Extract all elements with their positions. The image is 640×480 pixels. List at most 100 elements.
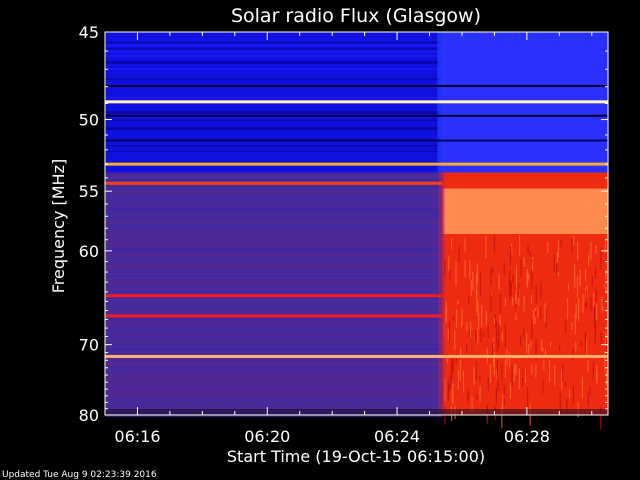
y-axis-ticks: 45 50 55 60 70 80 [79,23,608,425]
burst-texture [490,292,492,312]
burst-texture [575,341,577,352]
burst-texture [560,239,562,247]
burst-texture [586,285,588,298]
burst-texture [515,264,518,289]
burst-texture [471,329,473,351]
burst-texture [503,263,505,275]
burst-texture [595,245,597,254]
burst-texture [513,364,515,382]
burst-texture [584,269,587,282]
burst-texture [582,294,584,314]
x-axis-ticks: 06:16 06:20 06:24 06:28 [104,32,593,446]
burst-texture [576,276,579,297]
burst-texture [515,305,517,313]
burst-texture [515,307,517,321]
upper-striation [105,48,443,50]
burst-texture [503,398,505,407]
burst-texture [498,274,500,290]
burst-texture [490,292,493,298]
burst-texture [476,263,478,285]
burst-texture [450,238,453,250]
x-tick-label: 06:16 [114,427,160,446]
burst-texture [501,332,503,342]
burst-texture [480,329,482,342]
burst-texture [490,268,492,286]
burst-texture [504,359,507,378]
burst-texture [479,385,481,402]
burst-texture [458,246,460,263]
burst-texture [509,283,511,301]
burst-texture [606,340,608,355]
quiet-striation [105,265,443,268]
quiet-striation [105,208,443,211]
burst-texture [470,279,472,296]
burst-texture [605,286,607,294]
burst-texture [496,359,498,380]
burst-texture [452,358,454,371]
burst-texture [600,332,602,346]
burst-texture [579,269,581,286]
burst-texture [448,384,450,393]
burst-texture [584,332,587,344]
quiet-striation [105,366,443,368]
burst-texture [492,343,495,349]
burst-texture [509,252,512,266]
upper-striation [105,44,443,47]
burst-texture [587,392,590,407]
quiet-striation [105,348,443,350]
y-tick-label: 70 [79,336,99,355]
burst-texture [471,396,473,413]
dark-line [105,114,608,117]
quiet-striation [105,272,443,275]
quiet-striation [105,407,443,409]
bright-line [105,314,443,318]
burst-texture [504,298,507,306]
quiet-striation [105,189,443,191]
burst-texture [600,247,602,270]
burst-texture [509,269,511,286]
burst-texture [535,339,537,361]
upper-striation [105,50,443,53]
burst-texture [468,328,471,338]
upper-striation [105,96,443,99]
burst-texture [448,320,451,344]
quiet-striation [105,321,443,323]
burst-texture [469,321,472,338]
burst-texture [595,288,597,309]
quiet-striation [105,344,443,346]
burst-texture [469,260,471,280]
quiet-striation [105,242,443,244]
bottom-edge [105,409,608,415]
quiet-striation [105,254,443,257]
quiet-striation [105,223,443,225]
burst-texture [550,341,552,347]
quiet-striation [105,173,443,175]
burst-texture [578,297,580,322]
burst-texture [523,257,525,268]
burst-texture [447,328,449,341]
upper-striation [105,62,443,64]
burst-texture [515,363,517,375]
burst-texture [526,387,529,409]
quiet-striation [105,305,443,307]
burst-texture [503,385,506,395]
burst-texture [605,369,608,386]
burst-texture [515,293,517,301]
burst-texture [475,360,477,380]
y-tick-label: 55 [79,182,99,201]
quiet-striation [105,190,443,193]
burst-texture [460,321,462,329]
burst-texture [509,382,512,400]
burst-texture [559,392,561,414]
burst-texture [547,241,549,254]
x-axis-label: Start Time (19-Oct-15 06:15:00) [227,447,485,466]
x-tick-label: 06:24 [374,427,420,446]
burst-texture [584,287,587,302]
burst-texture [557,240,560,258]
quiet-striation [105,177,443,181]
burst-texture [495,369,498,380]
burst-texture [482,331,485,338]
burst-texture [566,298,569,320]
burst-texture [455,309,458,329]
burst-texture [444,378,446,398]
